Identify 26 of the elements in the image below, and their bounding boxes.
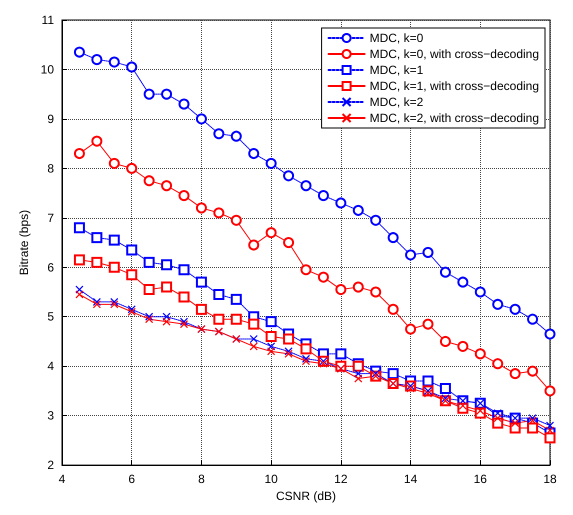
y-tick-label: 10 (40, 62, 54, 76)
x-tick-label: 12 (334, 472, 348, 486)
y-tick-label: 5 (47, 310, 54, 324)
x-tick-label: 14 (404, 472, 418, 486)
y-tick-label: 2 (47, 458, 54, 472)
x-axis-title: CSNR (dB) (276, 489, 336, 503)
y-tick-label: 7 (47, 210, 54, 225)
x-tick-label: 4 (58, 472, 66, 486)
y-axis-title: Bitrate (bps) (16, 210, 31, 276)
x-tick-label: 16 (474, 472, 488, 486)
x-tick-label: 6 (128, 472, 136, 486)
y-tick-label: 3 (47, 408, 54, 423)
y-tick-label: 4 (47, 359, 54, 374)
x-tick-label: 10 (264, 472, 278, 486)
legend-label: MDC, k=2, with cross−decoding (370, 111, 539, 125)
legend-label: MDC, k=0, with cross−decoding (370, 47, 539, 61)
legend-label: MDC, k=2 (370, 95, 424, 109)
legend-label: MDC, k=1, with cross−decoding (370, 79, 539, 93)
x-tick-label: 8 (198, 472, 206, 486)
legend-label: MDC, k=0 (370, 31, 424, 45)
y-tick-label: 8 (47, 161, 54, 176)
y-tick-label: 9 (47, 112, 54, 126)
legend-label: MDC, k=1 (370, 63, 424, 77)
y-tick-label: 6 (47, 260, 54, 274)
x-tick-label: 18 (543, 472, 557, 486)
y-tick-label: 11 (42, 13, 54, 27)
